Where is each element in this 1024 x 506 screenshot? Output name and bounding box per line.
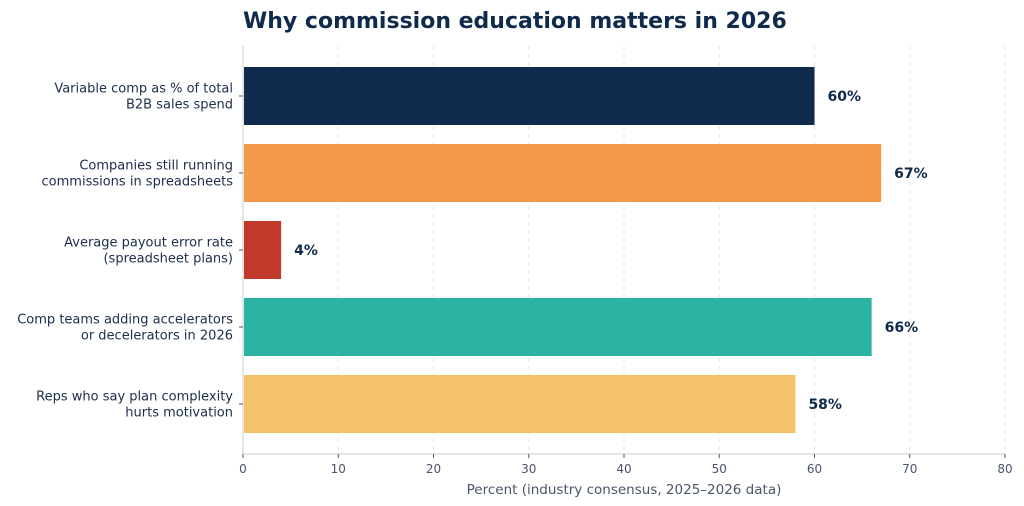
category-label-line: Companies still running [79,159,233,174]
value-label: 67% [894,166,928,182]
bars [244,67,882,433]
category-label-line: hurts motivation [125,406,233,421]
value-labels: 60% 67% 4% 66% 58% [294,89,928,413]
x-axis-ticks: 0 10 20 30 40 50 60 70 80 [239,454,1013,476]
x-tick-label: 50 [712,462,727,476]
category-label: Variable comp as % of total B2B sales spe… [54,82,233,113]
x-tick-label: 10 [331,462,346,476]
value-label: 4% [294,243,318,259]
x-tick-label: 40 [616,462,631,476]
bar [244,67,815,125]
category-label-line: (spreadsheet plans) [103,252,233,267]
x-tick-label: 30 [521,462,536,476]
category-label: Reps who say plan complexity hurts motiva… [36,390,233,421]
category-label: Comp teams adding accelerators or deceler… [17,313,233,344]
value-label: 66% [885,320,919,336]
category-label-line: or decelerators in 2026 [81,329,233,344]
bar [244,221,282,279]
category-label-line: Average payout error rate [64,236,233,251]
x-tick-label: 70 [902,462,917,476]
category-label-line: Comp teams adding accelerators [17,313,233,328]
category-label-line: Reps who say plan complexity [36,390,233,405]
x-tick-label: 0 [239,462,247,476]
category-labels: Variable comp as % of total B2B sales spe… [17,82,243,421]
bar [244,144,882,202]
category-label: Companies still running commissions in sp… [42,159,234,190]
category-label-line: Variable comp as % of total [54,82,233,97]
bar [244,375,796,433]
x-tick-label: 60 [807,462,822,476]
x-axis-label: Percent (industry consensus, 2025–2026 d… [467,482,782,498]
category-label-line: B2B sales spend [126,98,233,113]
value-label: 60% [828,89,862,105]
x-tick-label: 20 [426,462,441,476]
chart-title: Why commission education matters in 2026 [243,9,787,34]
x-tick-label: 80 [997,462,1012,476]
category-label-line: commissions in spreadsheets [42,175,234,190]
category-label: Average payout error rate (spreadsheet pl… [64,236,233,267]
bar [244,298,872,356]
value-label: 58% [808,397,842,413]
